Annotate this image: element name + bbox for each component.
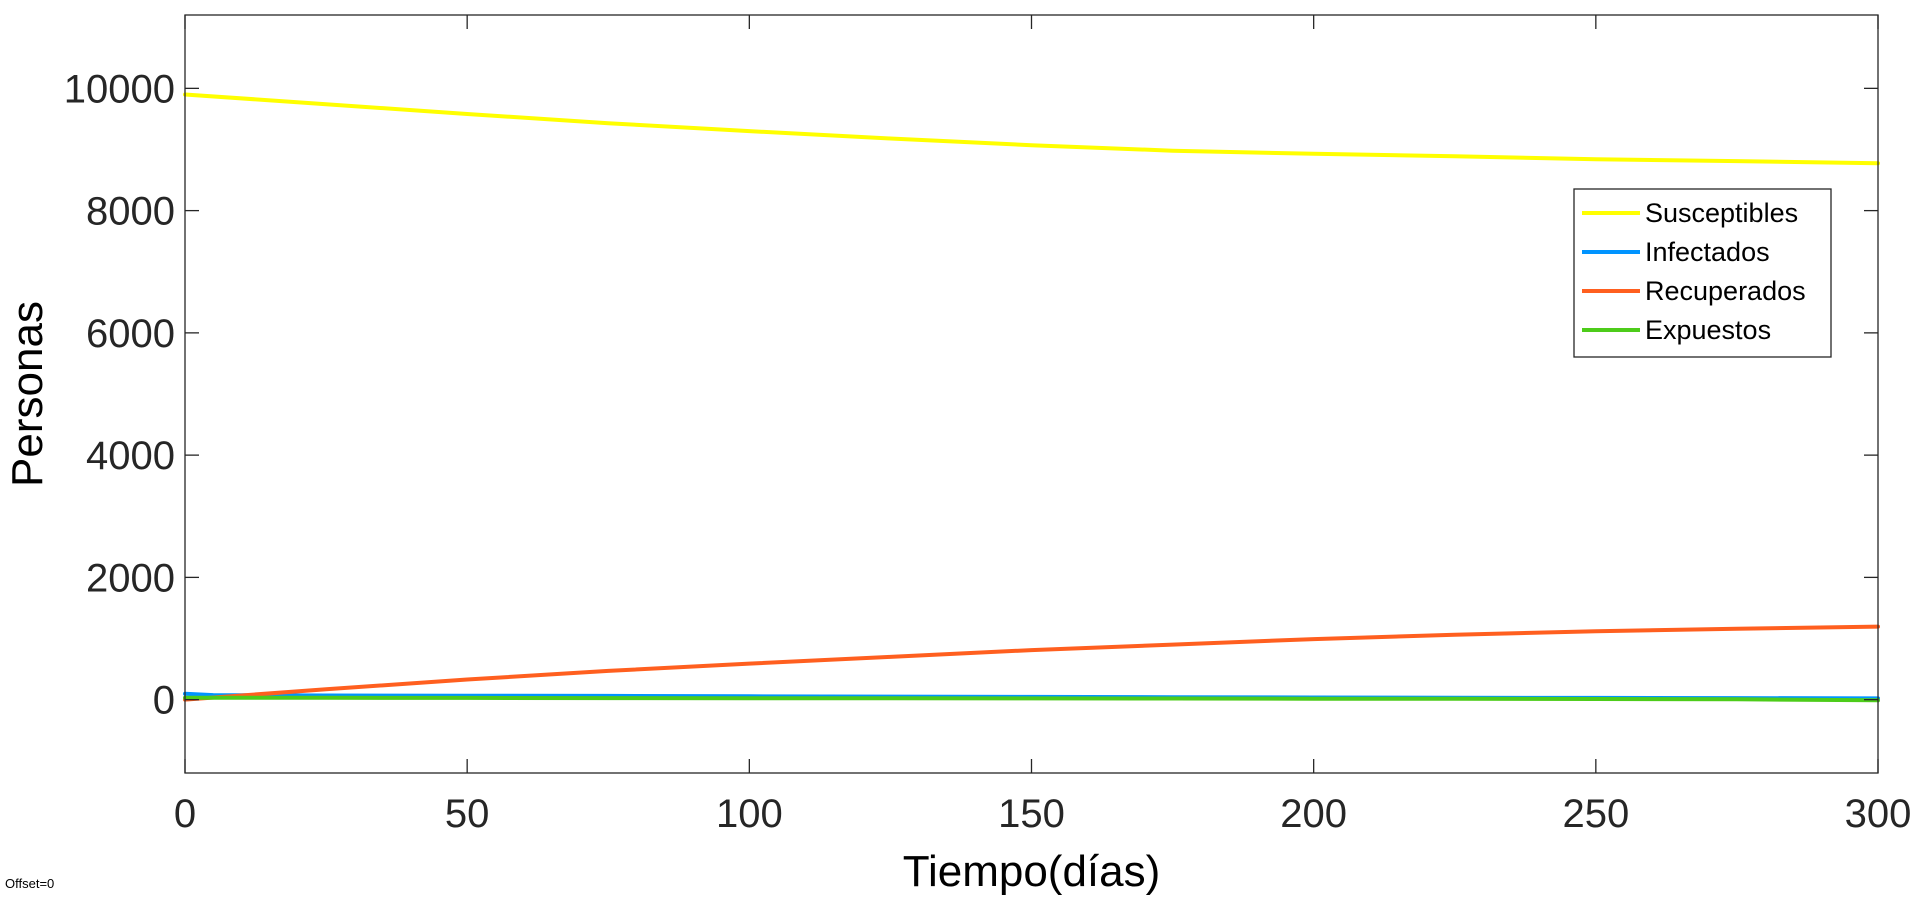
axis-ticks: 0 50 100 150 200 250 300 0 2000 4000 6000 8000 10000: [64, 15, 1912, 836]
x-tick-label: 0: [174, 792, 196, 836]
legend-label-expuestos: Expuestos: [1645, 315, 1771, 345]
y-tick-label: 8000: [86, 190, 175, 234]
series-line-susceptibles: [183, 92, 1880, 166]
y-axis-label: Personas: [3, 301, 52, 487]
x-tick-label: 100: [716, 792, 783, 836]
y-tick-label: 0: [153, 679, 175, 723]
x-tick-label: 150: [998, 792, 1065, 836]
legend-label-recuperados: Recuperados: [1645, 276, 1806, 306]
y-tick-label: 10000: [64, 67, 175, 111]
plot-frame: [184, 14, 1879, 774]
series-line-expuestos: [183, 695, 1880, 703]
plot-area: [183, 92, 1880, 703]
legend-label-susceptibles: Susceptibles: [1645, 198, 1798, 228]
offset-annotation: Offset=0: [5, 876, 54, 891]
legend: Susceptibles Infectados Recuperados Expuest…: [1573, 188, 1832, 358]
y-tick-label: 2000: [86, 556, 175, 600]
x-tick-label: 300: [1845, 792, 1912, 836]
x-tick-label: 250: [1562, 792, 1629, 836]
legend-label-infectados: Infectados: [1645, 237, 1770, 267]
x-tick-label: 200: [1280, 792, 1347, 836]
y-tick-label: 6000: [86, 312, 175, 356]
series-line-recuperados: [183, 624, 1880, 702]
y-tick-label: 4000: [86, 434, 175, 478]
x-tick-label: 50: [445, 792, 490, 836]
x-axis-label: Tiempo(días): [903, 847, 1161, 896]
